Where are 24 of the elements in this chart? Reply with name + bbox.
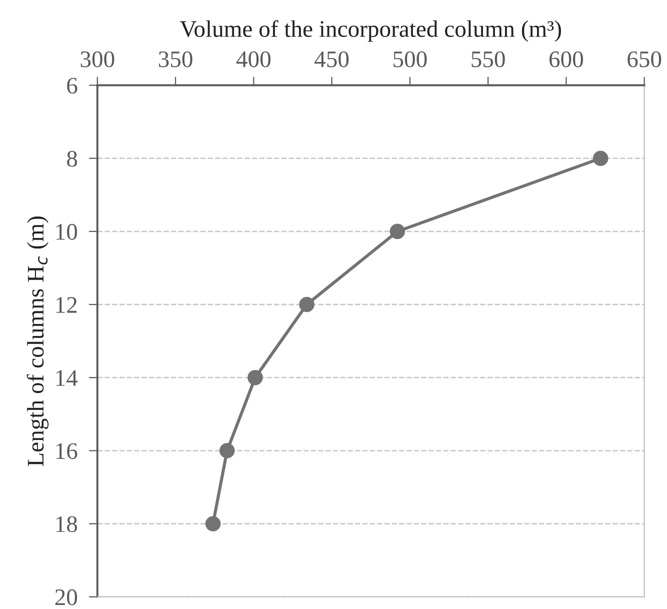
point xyxy=(390,224,406,240)
point xyxy=(299,296,314,312)
point xyxy=(592,150,608,166)
y-tick-label: 16 xyxy=(56,443,78,460)
point xyxy=(219,443,235,458)
y-tick-label: 8 xyxy=(67,150,78,167)
x-tick-label: 350 xyxy=(158,51,192,68)
x-tick-label: 450 xyxy=(314,51,349,68)
x-tick-label: 500 xyxy=(394,51,427,68)
y-tick-label: 14 xyxy=(56,370,78,386)
y-tick-label: 18 xyxy=(56,516,78,532)
x-axis-title: Volume of the incorporated column (m³) xyxy=(180,20,561,42)
y-tick-label: 6 xyxy=(67,78,78,94)
point xyxy=(248,370,263,386)
y-tick-label: 12 xyxy=(56,297,77,313)
x-tick-label: 400 xyxy=(236,51,270,68)
x-tick-label: 600 xyxy=(549,51,583,68)
x-tick-label: 300 xyxy=(80,51,114,68)
x-tick-label: 650 xyxy=(628,51,662,68)
y-tick-label: 10 xyxy=(56,224,78,240)
x-tick-label: 550 xyxy=(472,51,505,68)
point xyxy=(205,516,221,532)
y-axis-title: Length of columns H$_{c}$ (m) xyxy=(26,216,49,466)
y-tick-label: 20 xyxy=(55,589,78,606)
